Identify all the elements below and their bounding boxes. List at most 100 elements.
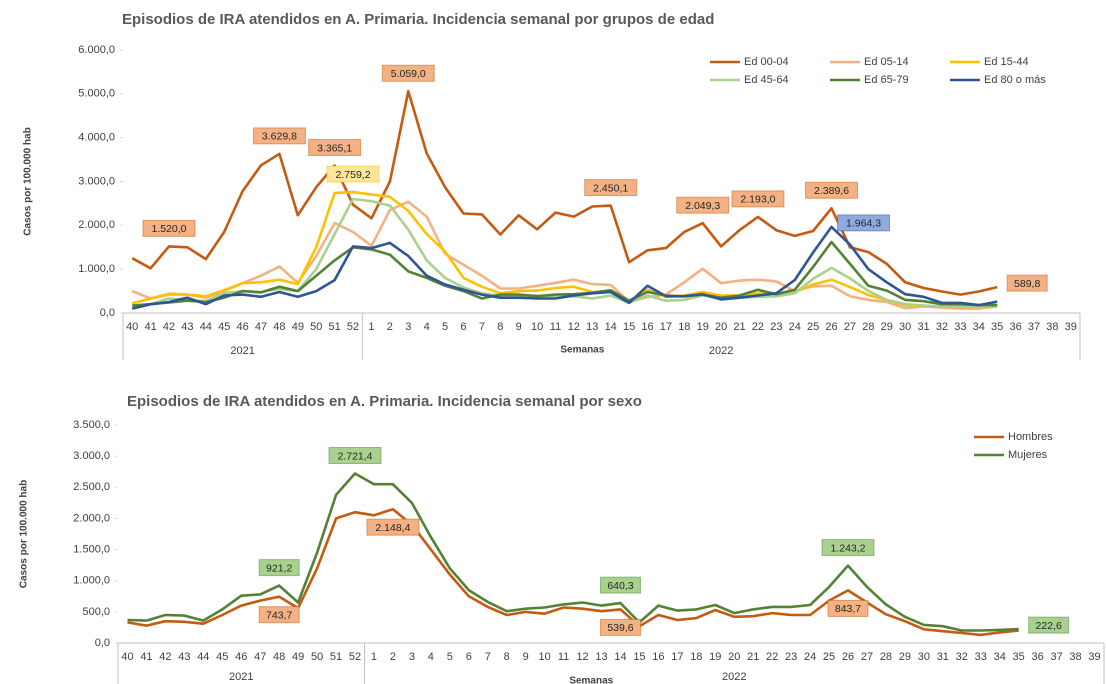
x-tick-label: 16 — [641, 321, 653, 333]
x-tick-label: 24 — [804, 651, 816, 663]
x-tick-label: 3 — [409, 651, 415, 663]
data-label-box — [328, 446, 382, 464]
y-tick-label: 0,0 — [95, 637, 110, 649]
data-label-box — [827, 599, 869, 617]
x-tick-label: 22 — [766, 651, 778, 663]
x-tick-label: 50 — [311, 651, 323, 663]
y-tick-label: 3.500,0 — [73, 419, 110, 431]
data-label: 2.759,2 — [336, 169, 371, 181]
data-label: 2.049,3 — [685, 200, 720, 212]
x-tick-label: 45 — [216, 651, 228, 663]
y-tick-label: 500,0 — [82, 606, 110, 618]
year-label: 2021 — [229, 671, 253, 683]
x-tick-label: 11 — [558, 651, 569, 663]
data-label-box — [366, 518, 420, 536]
x-tick-label: 25 — [807, 321, 819, 333]
x-tick-label: 52 — [347, 321, 359, 333]
x-tick-label: 5 — [442, 321, 448, 333]
x-tick-label: 43 — [181, 321, 193, 333]
x-tick-label: 9 — [516, 321, 522, 333]
x-tick-label: 23 — [770, 321, 782, 333]
x-tick-label: 42 — [159, 651, 171, 663]
x-tick-label: 45 — [218, 321, 230, 333]
data-label-box — [599, 618, 641, 636]
data-label: 743,7 — [266, 609, 292, 621]
x-tick-label: 29 — [881, 321, 893, 333]
x-tick-label: 38 — [1069, 651, 1081, 663]
y-tick-label: 2.500,0 — [73, 481, 110, 493]
x-tick-label: 24 — [789, 321, 801, 333]
x-tick-label: 20 — [715, 321, 727, 333]
x-tick-label: 44 — [197, 651, 209, 663]
data-label-box — [326, 165, 380, 183]
data-label: 539,6 — [607, 622, 633, 634]
x-tick-label: 36 — [1009, 321, 1021, 333]
x-tick-label: 16 — [652, 651, 664, 663]
series-line — [131, 89, 998, 296]
x-tick-label: 46 — [237, 321, 249, 333]
x-tick-label: 35 — [1013, 651, 1025, 663]
x-tick-label: 2 — [387, 321, 393, 333]
data-label: 1.520,0 — [151, 223, 186, 235]
year-label: 2021 — [230, 345, 254, 357]
x-tick-label: 14 — [614, 651, 626, 663]
data-label: 3.365,1 — [317, 142, 352, 154]
x-tick-label: 26 — [842, 651, 854, 663]
x-tick-label: 11 — [550, 321, 561, 333]
x-tick-label: 30 — [918, 651, 930, 663]
y-tick-label: 6.000,0 — [78, 44, 115, 56]
x-tick-label: 34 — [973, 321, 985, 333]
x-tick-label: 26 — [825, 321, 837, 333]
x-tick-label: 15 — [633, 651, 645, 663]
y-axis-title: Casos por 100.000 hab — [23, 127, 34, 235]
y-tick-label: 1.000,0 — [78, 263, 115, 275]
x-tick-label: 7 — [479, 321, 485, 333]
x-tick-label: 47 — [254, 651, 266, 663]
year-label: 2022 — [709, 345, 733, 357]
data-label-box — [258, 559, 300, 577]
data-label: 2.389,6 — [814, 185, 849, 197]
y-tick-label: 2.000,0 — [73, 512, 110, 524]
data-label-box — [142, 219, 196, 237]
legend-label: Mujeres — [1008, 449, 1048, 461]
x-tick-label: 10 — [539, 651, 551, 663]
legend-label: Ed 15-44 — [984, 56, 1029, 68]
x-tick-label: 1 — [371, 651, 377, 663]
legend-label: Ed 00-04 — [744, 56, 789, 68]
y-tick-label: 5.000,0 — [78, 88, 115, 100]
x-tick-label: 36 — [1032, 651, 1044, 663]
x-tick-label: 13 — [595, 651, 607, 663]
x-tick-label: 37 — [1028, 321, 1040, 333]
x-tick-label: 30 — [899, 321, 911, 333]
x-tick-label: 35 — [991, 321, 1003, 333]
x-axis-title: Semanas — [560, 345, 604, 356]
data-label: 2.193,0 — [740, 194, 775, 206]
data-label: 2.148,4 — [375, 522, 410, 534]
x-tick-label: 47 — [255, 321, 267, 333]
x-tick-label: 33 — [954, 321, 966, 333]
x-tick-label: 19 — [709, 651, 721, 663]
x-tick-label: 12 — [576, 651, 588, 663]
data-label: 5.059,0 — [391, 68, 426, 80]
x-tick-label: 38 — [1046, 321, 1058, 333]
data-label-box — [821, 539, 875, 557]
data-label: 1.243,2 — [830, 542, 865, 554]
x-tick-label: 27 — [844, 321, 856, 333]
data-label-box — [837, 214, 891, 232]
x-tick-label: 19 — [697, 321, 709, 333]
x-tick-label: 40 — [126, 321, 138, 333]
legend-label: Ed 65-79 — [864, 74, 909, 86]
x-tick-label: 23 — [785, 651, 797, 663]
x-tick-label: 33 — [975, 651, 987, 663]
x-axis-title: Semanas — [569, 676, 613, 684]
x-tick-label: 7 — [485, 651, 491, 663]
x-tick-label: 50 — [310, 321, 322, 333]
x-tick-label: 4 — [424, 321, 430, 333]
data-label: 1.964,3 — [846, 218, 881, 230]
data-label-box — [599, 576, 641, 594]
data-label: 3.629,8 — [262, 131, 297, 143]
x-tick-label: 17 — [671, 651, 683, 663]
data-label: 222,6 — [1036, 620, 1062, 632]
x-tick-label: 10 — [531, 321, 543, 333]
